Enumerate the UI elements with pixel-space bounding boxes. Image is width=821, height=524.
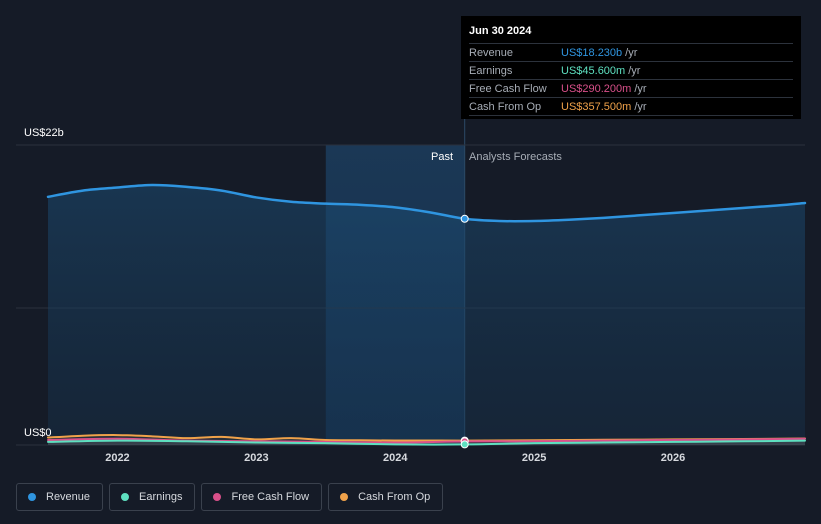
tooltip-date: Jun 30 2024 xyxy=(469,25,532,37)
tooltip-row-revenue: Revenue US$18.230b/yr xyxy=(469,43,793,61)
forecast-section-label: Analysts Forecasts xyxy=(469,151,562,163)
earnings-line xyxy=(47,439,806,446)
tooltip-unit: /yr xyxy=(628,64,641,77)
tooltip-row-cash-from-op: Cash From Op US$357.500m/yr xyxy=(469,97,793,116)
x-tick-2024: 2024 xyxy=(383,452,408,464)
legend-dot-icon xyxy=(121,493,130,501)
chart-legend: Revenue Earnings Free Cash Flow Cash From O… xyxy=(16,483,444,511)
tooltip-label: Cash From Op xyxy=(469,100,542,113)
legend-label: Free Cash Flow xyxy=(231,491,310,503)
tooltip-value: US$18.230b xyxy=(561,46,623,59)
legend-dot-icon xyxy=(213,493,222,501)
x-tick-2023: 2023 xyxy=(244,452,268,464)
tooltip-unit: /yr xyxy=(634,100,647,113)
legend-item-cash-from-op[interactable]: Cash From Op xyxy=(328,483,444,511)
legend-item-free-cash-flow[interactable]: Free Cash Flow xyxy=(201,483,323,511)
earnings-marker xyxy=(460,440,469,449)
x-tick-2025: 2025 xyxy=(522,452,546,464)
revenue-marker xyxy=(460,214,469,223)
data-tooltip: Jun 30 2024 Revenue US$18.230b/yr Earnings… xyxy=(461,16,801,119)
revenue-earnings-chart: US$22b US$0 Past Analysts Forecasts 2022… xyxy=(16,16,807,464)
legend-dot-icon xyxy=(340,493,349,501)
tooltip-row-earnings: Earnings US$45.600m/yr xyxy=(469,61,793,79)
y-axis-bottom-label: US$0 xyxy=(24,427,52,439)
legend-item-revenue[interactable]: Revenue xyxy=(16,483,104,511)
legend-dot-icon xyxy=(28,493,36,501)
x-tick-2022: 2022 xyxy=(105,452,129,464)
revenue-area xyxy=(48,185,805,445)
tooltip-unit: /yr xyxy=(634,82,647,95)
x-tick-2026: 2026 xyxy=(661,452,685,464)
y-axis-top-label: US$22b xyxy=(24,127,64,139)
past-section-label: Past xyxy=(431,151,453,163)
legend-label: Revenue xyxy=(46,491,91,503)
tooltip-label: Revenue xyxy=(469,46,514,59)
revenue-line xyxy=(46,183,807,223)
tooltip-value: US$45.600m xyxy=(561,64,626,77)
tooltip-value: US$357.500m xyxy=(561,100,632,113)
legend-item-earnings[interactable]: Earnings xyxy=(109,483,196,511)
tooltip-label: Free Cash Flow xyxy=(469,82,547,95)
legend-label: Cash From Op xyxy=(358,491,431,503)
tooltip-unit: /yr xyxy=(625,46,638,59)
tooltip-row-free-cash-flow: Free Cash Flow US$290.200m/yr xyxy=(469,79,793,97)
legend-label: Earnings xyxy=(139,491,183,503)
tooltip-label: Earnings xyxy=(469,64,513,77)
tooltip-value: US$290.200m xyxy=(561,82,632,95)
